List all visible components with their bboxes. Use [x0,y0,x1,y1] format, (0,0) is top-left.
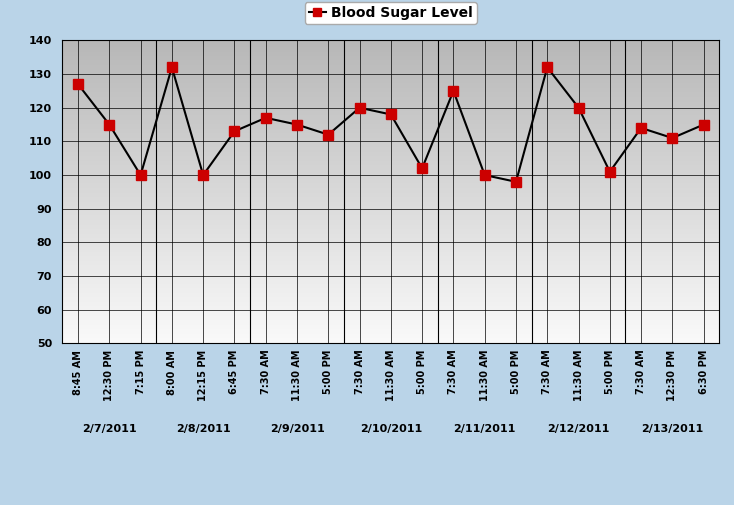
Legend: Blood Sugar Level: Blood Sugar Level [305,2,477,24]
Text: 2/10/2011: 2/10/2011 [360,424,422,434]
Text: 2/12/2011: 2/12/2011 [548,424,610,434]
Text: 2/13/2011: 2/13/2011 [642,424,703,434]
Text: 2/11/2011: 2/11/2011 [454,424,516,434]
Text: 2/7/2011: 2/7/2011 [82,424,137,434]
Text: 2/8/2011: 2/8/2011 [176,424,230,434]
Text: 2/9/2011: 2/9/2011 [269,424,324,434]
